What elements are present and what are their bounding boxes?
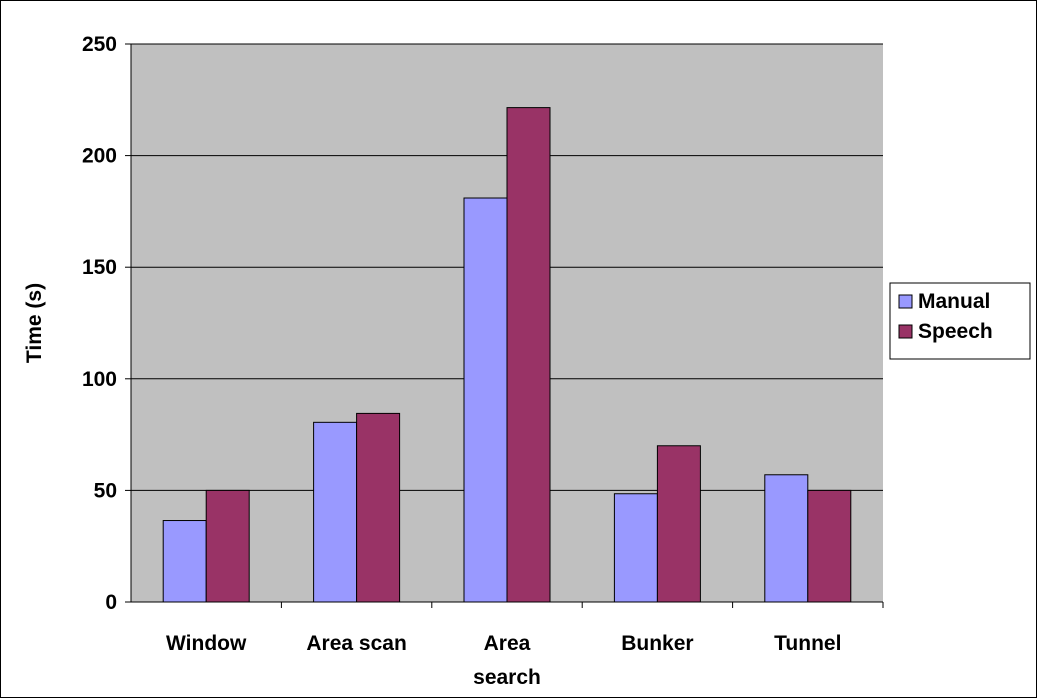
y-tick-label: 0 [105, 591, 117, 614]
y-tick-label: 50 [94, 479, 117, 502]
x-category-label: Area scan [306, 632, 406, 655]
y-tick-label: 150 [82, 256, 117, 279]
axes [125, 43, 884, 608]
legend-swatch-speech [898, 324, 913, 339]
x-category-label: Bunker [621, 632, 693, 655]
bar-manual [764, 474, 809, 603]
x-category-label: Area [484, 632, 531, 655]
legend: Manual Speech [889, 282, 1031, 360]
bar-speech [205, 489, 250, 603]
bar-speech [807, 489, 852, 603]
bar-speech [356, 412, 401, 603]
y-tick-label: 250 [82, 33, 117, 56]
x-category-labels: Window Area scan Area search Bunker Tunnel [166, 632, 841, 689]
y-tick-label: 200 [82, 145, 117, 168]
legend-box [889, 282, 1031, 360]
x-category-label: Tunnel [774, 632, 841, 655]
bar-manual [613, 493, 658, 603]
x-category-label: search [473, 666, 541, 689]
bar-manual [162, 520, 207, 603]
y-axis-title: Time (s) [23, 283, 46, 363]
bar-manual [313, 421, 358, 603]
x-category-label: Window [166, 632, 247, 655]
bar-manual [463, 197, 508, 603]
y-tick-label: 100 [82, 368, 117, 391]
legend-label-speech: Speech [918, 320, 993, 343]
legend-label-manual: Manual [918, 290, 990, 313]
legend-swatch-manual [898, 294, 913, 309]
bars [162, 107, 852, 603]
y-tick-labels: 0 50 100 150 200 250 [82, 33, 117, 614]
bar-speech [506, 107, 551, 603]
bar-speech [656, 445, 701, 603]
